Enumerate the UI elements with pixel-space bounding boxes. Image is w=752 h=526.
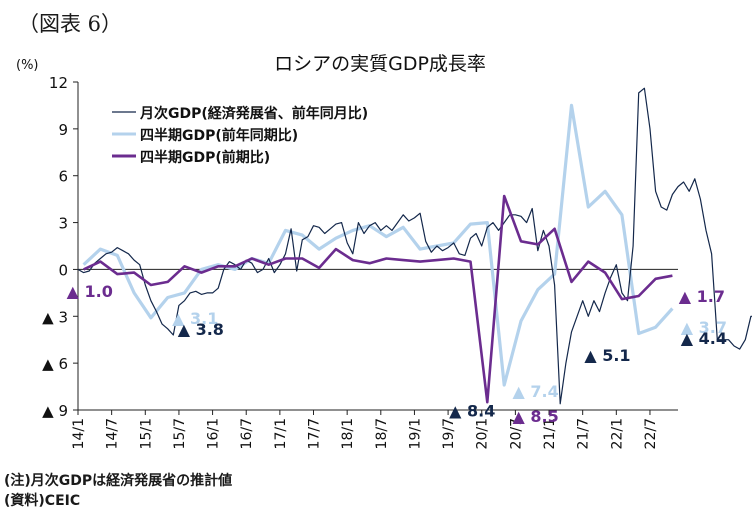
x-tick-label: 19/1 [407,418,423,449]
legend-label: 月次GDP(経済発展省、前年同月比) [139,105,368,122]
x-tick-label: 20/7 [508,418,524,449]
series-lines [77,87,752,405]
annotation-label: ▲ 3.1 [172,309,218,328]
y-tick-label: 6 [58,168,68,186]
legend-label: 四半期GDP(前期比) [140,149,270,166]
x-tick-label: 20/1 [475,418,491,449]
annotations: ▲ 1.0 ▲ 3.1▲ 3.8 ▲ 8.4 ▲ 7.4 ▲ 8.5 ▲ 5.1 ▲ 1.7… [67,282,727,426]
x-tick-label: 16/7 [239,418,255,449]
x-tick-label: 18/1 [340,418,356,449]
x-tick-label: 16/1 [206,418,222,449]
annotation-label: ▲ 8.4 [449,402,495,421]
y-tick-label: 3 [58,215,68,233]
axes: 12 9 6 3 0 ▲ 3 ▲ 6 ▲ 914/1 14/7 15/1 15/7 16/1 16/7 1… [42,74,678,449]
annotation-label: ▲ 5.1 [584,346,630,365]
y-tick-label: 12 [49,74,68,92]
y-tick-label: 0 [58,261,68,279]
y-tick-label: 9 [58,121,68,139]
x-tick-label: 22/7 [643,418,659,449]
y-tick-label: ▲ 9 [42,402,68,420]
legend: 月次GDP(経済発展省、前年同月比) 四半期GDP(前年同期比) 四半期GDP(前期… [112,105,368,166]
legend-label: 四半期GDP(前年同期比) [140,127,298,144]
annotation-label: ▲ 7.4 [513,382,559,401]
annotation-label: ▲ 3.7 [681,318,727,337]
x-tick-label: 18/7 [374,418,390,449]
x-tick-label: 15/1 [138,418,154,449]
note-text: (注)月次GDPは経済発展省の推計値 [4,473,233,489]
x-tick-label: 21/7 [576,418,592,449]
y-tick-label: ▲ 3 [42,308,68,326]
series-quarterly-qoq-line [83,194,673,404]
x-tick-label: 17/7 [307,418,323,449]
annotation-label: ▲ 1.7 [679,287,725,306]
x-tick-label: 14/1 [71,418,87,449]
annotation-label: ▲ 4.4 [681,329,727,348]
x-tick-label: 22/1 [609,418,625,449]
series-quarterly-yoy-line [82,103,674,387]
annotation-label: ▲ 3.8 [178,320,224,339]
y-tick-label: ▲ 6 [42,355,68,373]
x-tick-label: 21/1 [542,418,558,449]
source-text: (資料)CEIC [4,493,81,509]
y-axis-unit: (%) [16,58,39,73]
annotation-label: ▲ 1.0 [67,282,113,301]
annotation-label: ▲ 8.5 [513,407,559,426]
x-tick-label: 14/7 [105,418,121,449]
x-tick-label: 17/1 [273,418,289,449]
x-tick-label: 19/7 [441,418,457,449]
chart-title: ロシアの実質GDP成長率 [274,53,486,75]
x-tick-label: 15/7 [172,418,188,449]
series-monthly-line [77,87,752,405]
figure-label: （図表 6） [18,12,123,36]
